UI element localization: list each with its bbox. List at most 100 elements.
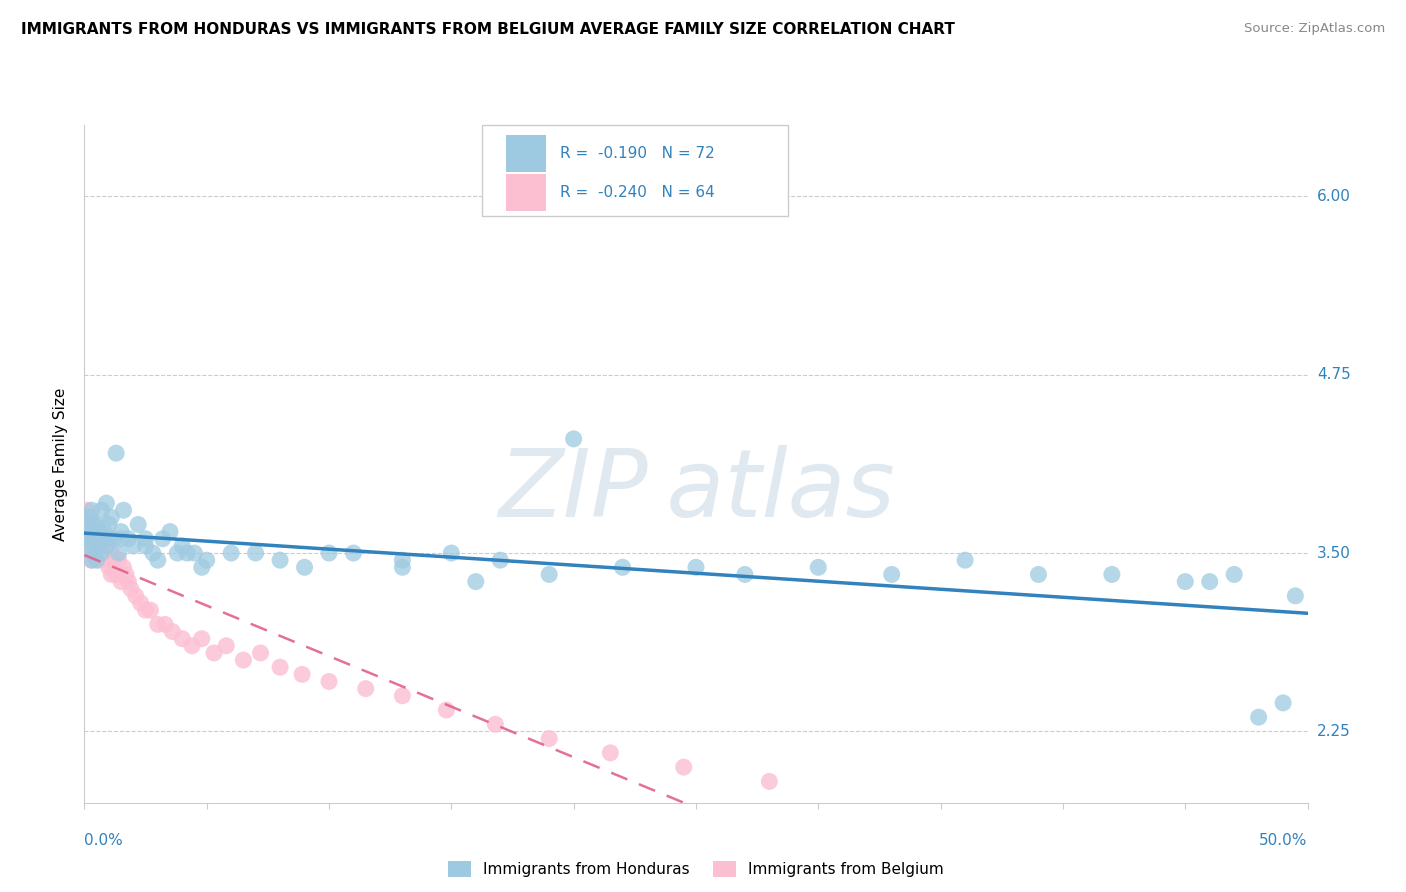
Text: ZIP atlas: ZIP atlas [498,445,894,536]
Point [117,532,139,546]
Point [87,539,110,553]
Point [464,574,486,589]
Point [181,639,204,653]
Point [953,553,976,567]
Point [153,617,176,632]
Point [291,667,314,681]
Point [80,517,103,532]
Point [86,517,108,532]
Legend: Immigrants from Honduras, Immigrants from Belgium: Immigrants from Honduras, Immigrants fro… [441,855,950,883]
Point [183,546,205,560]
Point [96,496,118,510]
Text: 50.0%: 50.0% [1260,833,1308,848]
Point [90,546,112,560]
Point [83,532,105,546]
Point [191,632,214,646]
Point [219,546,242,560]
Point [83,546,105,560]
Point [245,546,267,560]
Point [120,582,142,596]
Point [93,524,115,539]
Point [83,539,105,553]
Point [80,539,103,553]
Point [105,446,128,460]
Point [391,553,413,567]
Point [93,532,115,546]
Point [76,503,98,517]
Point [1101,567,1123,582]
Point [76,517,98,532]
Point [685,560,707,574]
Point [107,546,129,560]
Point [105,567,128,582]
Text: 6.00: 6.00 [1317,189,1351,203]
Point [269,660,291,674]
Point [115,567,138,582]
Text: R =  -0.190   N = 72: R = -0.190 N = 72 [560,146,714,161]
Point [96,539,118,553]
Point [80,524,103,539]
Point [77,510,100,524]
Point [538,731,561,746]
Point [76,532,98,546]
Point [1284,589,1306,603]
Point [110,524,132,539]
Point [87,553,110,567]
Point [1174,574,1197,589]
Point [249,646,271,660]
Point [80,503,103,517]
Point [135,532,157,546]
Point [96,539,118,553]
Point [342,546,364,560]
Point [318,674,340,689]
Text: IMMIGRANTS FROM HONDURAS VS IMMIGRANTS FROM BELGIUM AVERAGE FAMILY SIZE CORRELAT: IMMIGRANTS FROM HONDURAS VS IMMIGRANTS F… [21,22,955,37]
Point [162,624,184,639]
Point [734,567,756,582]
Point [269,553,291,567]
Point [83,532,105,546]
Point [97,532,120,546]
Point [391,560,413,574]
Point [76,517,98,532]
Point [440,546,463,560]
Point [86,553,108,567]
Point [391,689,413,703]
Point [538,567,561,582]
Point [90,546,112,560]
Point [1223,567,1246,582]
Point [83,517,105,532]
Point [86,539,108,553]
Point [1272,696,1295,710]
Point [103,553,125,567]
Text: R =  -0.240   N = 64: R = -0.240 N = 64 [560,185,714,200]
Point [83,546,105,560]
Text: 3.50: 3.50 [1317,546,1351,560]
Point [93,546,115,560]
Point [125,589,148,603]
Point [484,717,506,731]
Point [80,553,103,567]
Point [880,567,903,582]
Point [112,560,135,574]
Point [135,603,157,617]
Point [77,539,100,553]
Text: 2.25: 2.25 [1317,724,1351,739]
Point [112,503,135,517]
Point [562,432,585,446]
Point [294,560,316,574]
Point [77,524,100,539]
Point [807,560,830,574]
Point [232,653,254,667]
Point [86,546,108,560]
Point [77,510,100,524]
Point [87,524,110,539]
Point [1028,567,1050,582]
Text: Source: ZipAtlas.com: Source: ZipAtlas.com [1244,22,1385,36]
Point [146,617,169,632]
Point [122,539,145,553]
Point [599,746,621,760]
Point [97,517,120,532]
Point [129,596,152,610]
Point [139,603,162,617]
Point [77,532,100,546]
